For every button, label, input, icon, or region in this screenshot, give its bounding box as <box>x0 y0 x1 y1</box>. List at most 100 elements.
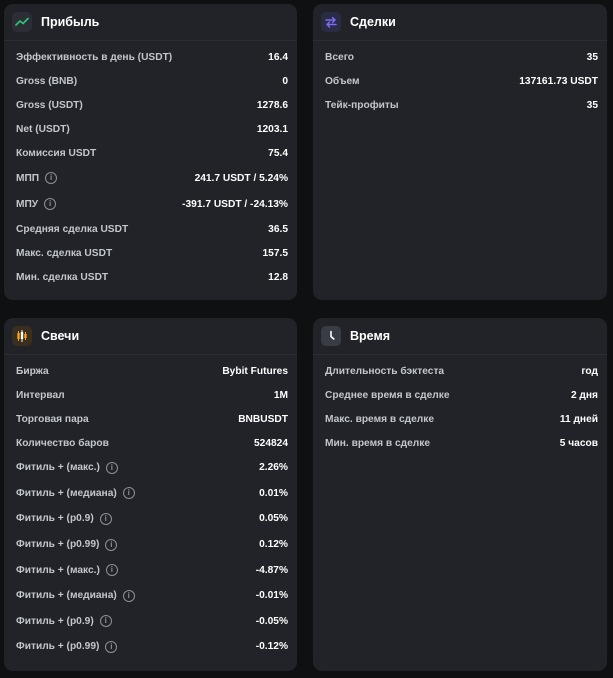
candles-title: Свечи <box>41 329 80 343</box>
row-label: Фитиль + (макс.) <box>16 564 100 576</box>
list-item: Фитиль + (макс.) i -4.87% <box>16 557 288 583</box>
row-value: 5 часов <box>559 437 598 449</box>
list-item: Макс. время в сделке 11 дней <box>325 407 598 431</box>
row-label: МПУ <box>16 198 39 210</box>
row-label: Объем <box>325 75 360 87</box>
row-value: -0.05% <box>255 615 288 627</box>
row-label: Эффективность в день (USDT) <box>16 51 173 63</box>
row-value: 75.4 <box>268 147 288 159</box>
candles-icon <box>12 326 32 346</box>
row-label: Фитиль + (p0.99) <box>16 539 100 551</box>
list-item: Фитиль + (p0.99) i -0.12% <box>16 634 288 660</box>
row-value: 0 <box>282 75 288 87</box>
list-item: Комиссия USDT 75.4 <box>16 141 288 165</box>
profit-card-header: Прибыль <box>4 4 297 40</box>
row-label: Net (USDT) <box>16 123 70 135</box>
list-item: Количество баров 524824 <box>16 431 288 455</box>
row-label: Мин. время в сделке <box>325 437 431 449</box>
list-item: Gross (USDT) 1278.6 <box>16 93 288 117</box>
row-value: BNBUSDT <box>238 413 288 425</box>
list-item: Всего 35 <box>325 45 598 69</box>
row-value: -0.01% <box>255 590 288 602</box>
list-item: Фитиль + (p0.9) i -0.05% <box>16 609 288 635</box>
list-item: Gross (BNB) 0 <box>16 69 288 93</box>
info-icon[interactable]: i <box>105 538 118 551</box>
row-value: 137161.73 USDT <box>519 75 598 87</box>
row-value: Bybit Futures <box>222 365 288 377</box>
swap-arrows-icon <box>321 12 341 32</box>
list-item: Средняя сделка USDT 36.5 <box>16 217 288 241</box>
candles-rows: Биржа Bybit Futures Интервал 1M Торговая п… <box>4 359 297 660</box>
profit-card: Прибыль Эффективность в день (USDT) 16.4 … <box>4 4 297 300</box>
list-item: Мин. время в сделке 5 часов <box>325 431 598 455</box>
row-label: Биржа <box>16 365 49 377</box>
row-label: Фитиль + (макс.) <box>16 462 100 474</box>
row-label: Количество баров <box>16 437 109 449</box>
row-value: 36.5 <box>268 223 288 235</box>
row-label: Среднее время в сделке <box>325 389 450 401</box>
info-icon[interactable]: i <box>105 640 118 653</box>
row-value: 16.4 <box>268 51 288 63</box>
info-icon[interactable]: i <box>99 615 112 628</box>
deals-title: Сделки <box>350 15 396 29</box>
list-item: Фитиль + (медиана) i 0.01% <box>16 481 288 507</box>
list-item: Фитиль + (p0.99) i 0.12% <box>16 532 288 558</box>
row-value: 157.5 <box>262 247 289 259</box>
row-value: 524824 <box>254 437 288 449</box>
row-value: 35 <box>586 51 598 63</box>
time-card: Время Длительность бэктеста год Среднее в… <box>313 318 607 671</box>
row-value: 35 <box>586 99 598 111</box>
row-value: -0.12% <box>255 641 288 653</box>
row-label: Фитиль + (p0.9) <box>16 513 94 525</box>
row-label: Фитиль + (медиана) <box>16 487 117 499</box>
info-icon[interactable]: i <box>99 512 112 525</box>
row-label: Gross (USDT) <box>16 99 83 111</box>
row-label: Средняя сделка USDT <box>16 223 129 235</box>
divider <box>313 40 607 41</box>
list-item: МПУ i -391.7 USDT / -24.13% <box>16 191 288 217</box>
row-value: 1278.6 <box>256 99 288 111</box>
clock-icon <box>321 326 341 346</box>
info-icon[interactable]: i <box>122 487 135 500</box>
deals-card: Сделки Всего 35 Объем 137161.73 USDT Тейк-… <box>313 4 607 300</box>
row-value: -391.7 USDT / -24.13% <box>182 198 288 210</box>
row-label: Тейк-профиты <box>325 99 399 111</box>
row-label: Макс. время в сделке <box>325 413 435 425</box>
row-value: 1203.1 <box>256 123 288 135</box>
deals-rows: Всего 35 Объем 137161.73 USDT Тейк-профиты… <box>313 45 607 117</box>
list-item: Net (USDT) 1203.1 <box>16 117 288 141</box>
info-icon[interactable]: i <box>122 589 135 602</box>
row-label: Всего <box>325 51 355 63</box>
divider <box>4 40 297 41</box>
list-item: Мин. сделка USDT 12.8 <box>16 265 288 289</box>
row-value: -4.87% <box>255 564 288 576</box>
row-label: Фитиль + (p0.9) <box>16 615 94 627</box>
profit-rows: Эффективность в день (USDT) 16.4 Gross (B… <box>4 45 297 289</box>
list-item: Фитиль + (медиана) i -0.01% <box>16 583 288 609</box>
list-item: Фитиль + (макс.) i 2.26% <box>16 455 288 481</box>
row-label: МПП <box>16 172 40 184</box>
trend-up-icon <box>12 12 32 32</box>
divider <box>4 354 297 355</box>
row-label: Длительность бэктеста <box>325 365 445 377</box>
list-item: Среднее время в сделке 2 дня <box>325 383 598 407</box>
list-item: МПП i 241.7 USDT / 5.24% <box>16 165 288 191</box>
row-value: 0.05% <box>259 513 288 525</box>
info-icon[interactable]: i <box>105 564 118 577</box>
candles-card-header: Свечи <box>4 318 297 354</box>
list-item: Эффективность в день (USDT) 16.4 <box>16 45 288 69</box>
info-icon[interactable]: i <box>44 198 57 210</box>
info-icon[interactable]: i <box>45 172 58 184</box>
list-item: Фитиль + (p0.9) i 0.05% <box>16 506 288 532</box>
info-icon[interactable]: i <box>105 461 118 474</box>
row-label: Gross (BNB) <box>16 75 78 87</box>
profit-title: Прибыль <box>41 15 100 29</box>
row-value: 1M <box>273 389 288 401</box>
row-label: Макс. сделка USDT <box>16 247 113 259</box>
time-title: Время <box>350 329 390 343</box>
row-value: 2 дня <box>570 389 598 401</box>
row-label: Мин. сделка USDT <box>16 271 109 283</box>
row-value: 0.12% <box>259 539 288 551</box>
divider <box>313 354 607 355</box>
time-card-header: Время <box>313 318 607 354</box>
